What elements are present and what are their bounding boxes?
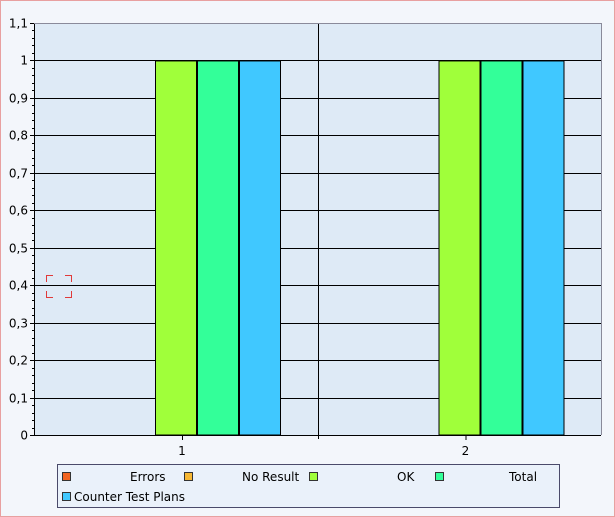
bar-counter-test-plans-2 — [522, 60, 565, 436]
y-tick-label: 0,3 — [9, 317, 28, 331]
selection-marker-icon — [46, 275, 72, 298]
legend-label: OK — [397, 470, 415, 484]
legend-label: Errors — [130, 470, 166, 484]
legend-swatch — [435, 472, 444, 481]
x-tick-label: 1 — [178, 444, 186, 458]
legend-label: Counter Test Plans — [74, 490, 185, 504]
bar-total-1 — [197, 60, 239, 436]
y-tick-label: 0 — [20, 429, 28, 443]
y-tick-label: 0,8 — [9, 129, 28, 143]
x-tick-label: 2 — [462, 444, 470, 458]
bar-total-2 — [480, 60, 523, 436]
legend-label: No Result — [242, 470, 300, 484]
bars — [155, 60, 565, 436]
bar-ok-1 — [155, 60, 197, 436]
y-tick-label: 0,6 — [9, 204, 28, 218]
legend-swatch — [309, 472, 318, 481]
y-tick-label: 0,9 — [9, 92, 28, 106]
y-tick-label: 0,4 — [9, 279, 28, 293]
legend-swatch — [62, 492, 71, 501]
y-tick-label: 1,1 — [9, 17, 28, 31]
tick-labels: 0 0,1 0,2 0,3 0,4 0,5 0,6 0,7 0,8 0,9 1 1,1 1 2 — [9, 17, 469, 459]
y-tick-label: 1 — [20, 54, 28, 68]
legend-swatch — [184, 472, 193, 481]
bar-ok-2 — [438, 60, 481, 436]
y-tick-label: 0,2 — [9, 354, 28, 368]
y-tick-label: 0,7 — [9, 167, 28, 181]
axes — [30, 23, 602, 440]
legend-swatch — [62, 472, 71, 481]
y-tick-label: 0,5 — [9, 242, 28, 256]
legend-label: Total — [509, 470, 538, 484]
y-tick-label: 0,1 — [9, 392, 28, 406]
chart-legend: Errors No Result OK Total Counter Test Plans — [57, 464, 560, 508]
bar-counter-test-plans-1 — [239, 60, 281, 436]
